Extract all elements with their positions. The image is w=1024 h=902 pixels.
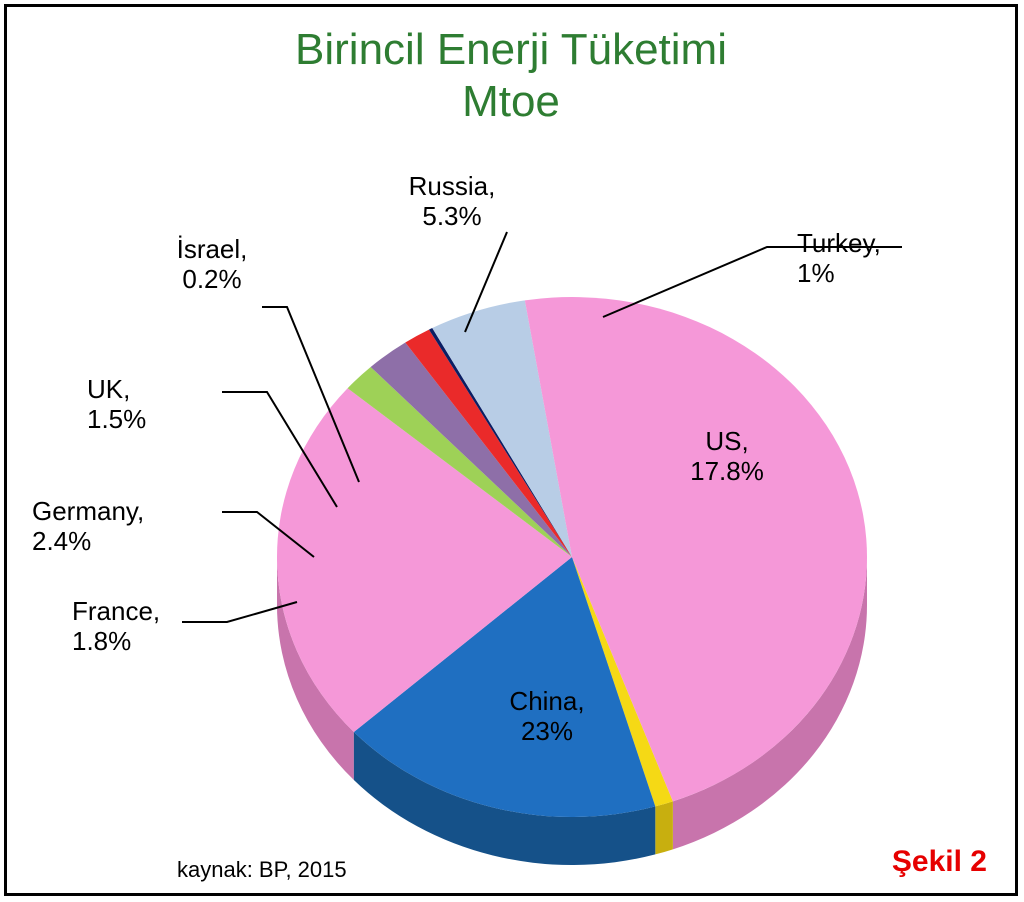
source-text: kaynak: BP, 2015	[177, 857, 347, 883]
slice-label-İsrael: İsrael,0.2%	[177, 235, 248, 295]
slice-label-Turkey: Turkey,1%	[797, 229, 881, 289]
slice-label-China: China,23%	[509, 687, 584, 747]
slice-label-US: US,17.8%	[690, 427, 764, 487]
slice-label-Russia: Russia,5.3%	[409, 172, 496, 232]
figure-label: Şekil 2	[892, 845, 987, 879]
chart-frame: Birincil Enerji Tüketimi Mtoe Turkey,1%U…	[4, 4, 1018, 896]
slice-label-France: France,1.8%	[72, 597, 160, 657]
pie-side	[655, 801, 673, 854]
slice-label-Germany: Germany,2.4%	[32, 497, 144, 557]
slice-label-UK: UK,1.5%	[87, 375, 146, 435]
pie-chart	[7, 7, 1021, 899]
